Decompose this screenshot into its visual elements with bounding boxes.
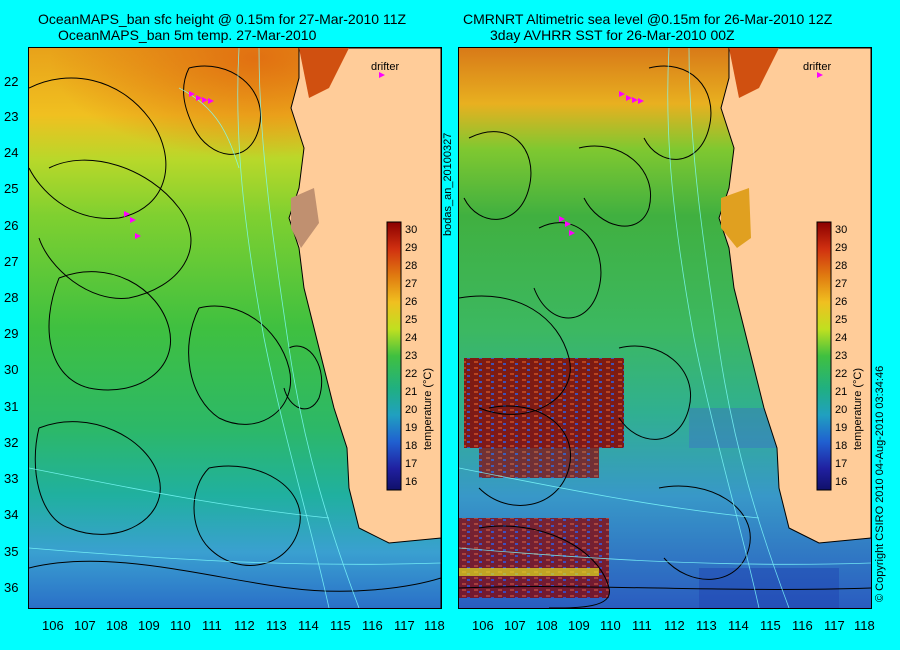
svg-text:30: 30 xyxy=(835,224,847,236)
right-title-line2: 3day AVHRR SST for 26-Mar-2010 00Z xyxy=(490,27,735,43)
copyright-label: © Copyright CSIRO 2010 04-Aug-2010 03:34… xyxy=(874,365,886,602)
lat-tick: 31 xyxy=(4,399,19,414)
lat-tick: 24 xyxy=(4,145,19,160)
lon-tick: 115 xyxy=(760,618,781,633)
lon-tick: 114 xyxy=(728,618,749,633)
lon-tick: 110 xyxy=(600,618,621,633)
svg-text:18: 18 xyxy=(835,440,847,452)
left-colorbar xyxy=(386,221,402,491)
lon-tick: 118 xyxy=(424,618,445,633)
left-drifter-label: drifter xyxy=(371,61,399,73)
lon-tick: 116 xyxy=(792,618,813,633)
svg-text:19: 19 xyxy=(405,422,417,434)
left-colorbar-ticks: 30 29 28 27 26 25 24 23 22 21 20 19 18 1… xyxy=(405,224,417,488)
right-title-line1: CMRNRT Altimetric sea level @0.15m for 2… xyxy=(463,11,833,27)
svg-text:20: 20 xyxy=(835,404,847,416)
svg-text:17: 17 xyxy=(835,458,847,470)
lat-tick: 30 xyxy=(4,362,19,377)
lat-tick: 29 xyxy=(4,326,19,341)
svg-text:20: 20 xyxy=(405,404,417,416)
lon-tick: 118 xyxy=(854,618,875,633)
lon-tick: 117 xyxy=(394,618,415,633)
lon-tick: 116 xyxy=(362,618,383,633)
left-colorbar-label: temperature (°C) xyxy=(422,368,434,450)
svg-text:28: 28 xyxy=(835,260,847,272)
lon-tick: 109 xyxy=(568,618,590,633)
svg-text:26: 26 xyxy=(835,296,847,308)
lon-tick: 107 xyxy=(504,618,526,633)
right-drifter-label: drifter xyxy=(803,61,831,73)
left-drifter-track xyxy=(124,72,385,239)
svg-text:30: 30 xyxy=(405,224,417,236)
svg-text:18: 18 xyxy=(405,440,417,452)
svg-text:29: 29 xyxy=(405,242,417,254)
left-bathymetry-lines xyxy=(29,48,441,608)
svg-text:22: 22 xyxy=(405,368,417,380)
lon-tick: 115 xyxy=(330,618,351,633)
lon-tick: 110 xyxy=(170,618,191,633)
right-drifter-track xyxy=(559,72,823,236)
lat-tick: 35 xyxy=(4,544,19,559)
left-map-panel: drifter 30 29 28 27 26 25 24 23 22 21 20… xyxy=(28,47,442,609)
svg-text:21: 21 xyxy=(835,386,847,398)
svg-text:28: 28 xyxy=(405,260,417,272)
svg-text:26: 26 xyxy=(405,296,417,308)
lon-tick: 109 xyxy=(138,618,160,633)
lon-tick: 111 xyxy=(202,618,222,633)
lon-tick: 111 xyxy=(632,618,652,633)
lon-tick: 112 xyxy=(234,618,255,633)
lat-tick: 27 xyxy=(4,254,19,269)
svg-text:16: 16 xyxy=(835,476,847,488)
right-land xyxy=(718,48,871,544)
lat-tick: 23 xyxy=(4,109,19,124)
lon-tick: 114 xyxy=(298,618,319,633)
left-land-dark-patch xyxy=(291,188,319,248)
svg-text:23: 23 xyxy=(405,350,417,362)
svg-text:19: 19 xyxy=(835,422,847,434)
svg-text:21: 21 xyxy=(405,386,417,398)
run-id-label: bodas_an_20100327 xyxy=(442,132,454,236)
left-title-line2: OceanMAPS_ban 5m temp. 27-Mar-2010 xyxy=(58,27,317,43)
lon-tick: 108 xyxy=(536,618,558,633)
lon-tick: 113 xyxy=(696,618,717,633)
left-map-svg: drifter 30 29 28 27 26 25 24 23 22 21 20… xyxy=(29,48,441,608)
right-cloud-artifacts xyxy=(459,358,839,608)
lat-tick: 28 xyxy=(4,290,19,305)
lat-tick: 32 xyxy=(4,435,19,450)
lon-tick: 107 xyxy=(74,618,96,633)
lat-tick: 26 xyxy=(4,218,19,233)
svg-text:17: 17 xyxy=(405,458,417,470)
svg-text:25: 25 xyxy=(835,314,847,326)
svg-text:24: 24 xyxy=(835,332,847,344)
lat-tick: 34 xyxy=(4,507,19,522)
right-sea-level-contours xyxy=(459,65,871,608)
right-colorbar-label: temperature (°C) xyxy=(852,368,864,450)
left-title-line1: OceanMAPS_ban sfc height @ 0.15m for 27-… xyxy=(38,11,407,27)
lat-tick: 25 xyxy=(4,181,19,196)
svg-text:22: 22 xyxy=(835,368,847,380)
right-bathymetry-lines xyxy=(459,48,871,608)
svg-text:24: 24 xyxy=(405,332,417,344)
lon-tick: 113 xyxy=(266,618,287,633)
left-land xyxy=(288,48,441,608)
svg-text:23: 23 xyxy=(835,350,847,362)
lat-tick: 33 xyxy=(4,471,19,486)
lon-tick: 108 xyxy=(106,618,128,633)
svg-text:25: 25 xyxy=(405,314,417,326)
right-map-svg: drifter 30 29 28 27 26 25 24 23 22 21 20… xyxy=(459,48,871,608)
lon-tick: 106 xyxy=(472,618,494,633)
lat-tick: 22 xyxy=(4,74,19,89)
left-sea-level-contours xyxy=(29,65,441,592)
svg-text:29: 29 xyxy=(835,242,847,254)
svg-text:16: 16 xyxy=(405,476,417,488)
lat-tick: 36 xyxy=(4,580,19,595)
svg-text:27: 27 xyxy=(835,278,847,290)
lon-tick: 117 xyxy=(824,618,845,633)
right-colorbar xyxy=(816,221,832,491)
svg-text:27: 27 xyxy=(405,278,417,290)
lon-tick: 112 xyxy=(664,618,685,633)
right-colorbar-ticks: 30 29 28 27 26 25 24 23 22 21 20 19 18 1… xyxy=(835,224,847,488)
lon-tick: 106 xyxy=(42,618,64,633)
right-map-panel: drifter 30 29 28 27 26 25 24 23 22 21 20… xyxy=(458,47,872,609)
